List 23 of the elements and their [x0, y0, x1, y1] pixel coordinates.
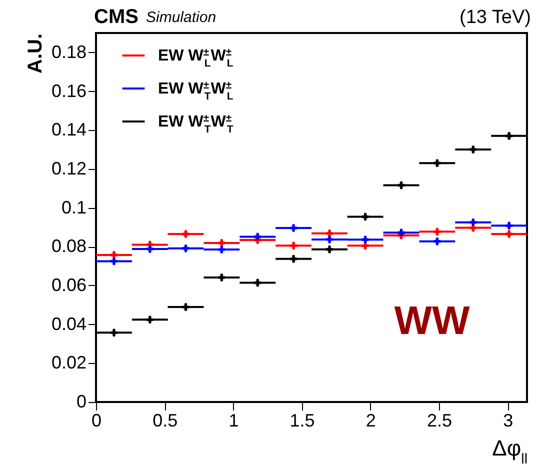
x-axis-title: Δφ$_{ll}$	[492, 436, 528, 468]
y-tick-label: 0.04	[51, 314, 86, 334]
y-tick-label: 0.02	[51, 352, 86, 373]
x-tick-label: 0.5	[152, 410, 178, 430]
y-axis-title: A.U.	[24, 34, 46, 74]
y-tick-label: 0.18	[51, 42, 86, 62]
x-tick-label: 1	[228, 410, 239, 430]
y-tick-label: 0.16	[51, 80, 86, 101]
annotation: WW	[394, 299, 470, 343]
y-tick-label: 0.06	[51, 274, 86, 295]
x-tick-label: 2	[366, 410, 376, 430]
y-tick-label: 0	[76, 392, 86, 412]
text: (13 TeV)	[460, 7, 531, 28]
x-tick-label: 2.5	[426, 410, 452, 430]
x-tick-label: 1.5	[290, 410, 315, 430]
y-tick-label: 0.08	[51, 236, 86, 256]
y-tick-label: 0.12	[51, 158, 86, 178]
x-tick-label: 3	[503, 410, 514, 430]
x-tick-label: 0	[91, 410, 102, 430]
y-tick-label: 0.14	[51, 120, 86, 140]
text: Simulation	[146, 9, 216, 26]
text: CMS	[94, 6, 138, 28]
y-tick-label: 0.1	[61, 197, 86, 218]
